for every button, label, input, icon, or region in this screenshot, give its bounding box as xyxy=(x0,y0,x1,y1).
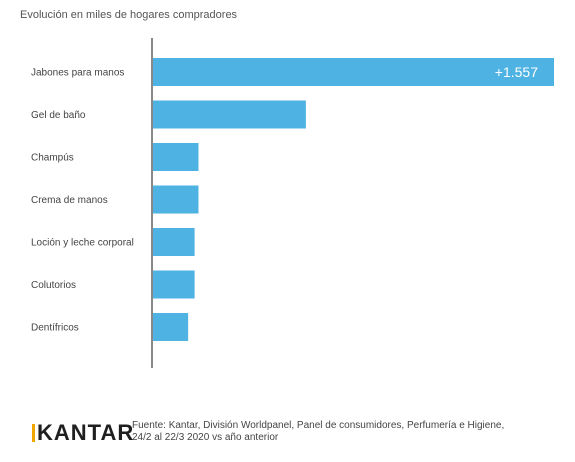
chart-title: Evolución en miles de hogares compradore… xyxy=(20,9,238,21)
category-label: Gel de baño xyxy=(31,110,86,121)
bar xyxy=(152,100,306,129)
bar xyxy=(152,313,189,341)
footer: KANTAR Fuente: Kantar, División Worldpan… xyxy=(20,415,560,455)
category-labels: Jabones para manos Gel de baño Champús Crem… xyxy=(31,68,134,334)
category-label: Crema de manos xyxy=(31,195,108,206)
bar xyxy=(152,143,199,171)
data-labels: +1.557 xyxy=(495,64,538,80)
category-label: Loción y leche corporal xyxy=(31,238,134,249)
bar xyxy=(152,58,554,86)
kantar-logo: KANTAR xyxy=(32,420,134,446)
category-label: Jabones para manos xyxy=(31,68,124,79)
data-label: +1.557 xyxy=(495,64,538,80)
bars xyxy=(152,58,554,341)
bar xyxy=(152,228,195,256)
category-label: Champús xyxy=(31,153,74,164)
logo-accent-bar xyxy=(32,424,35,442)
bar xyxy=(152,270,195,299)
bar xyxy=(152,185,199,214)
bar-chart: Jabones para manos Gel de baño Champús Crem… xyxy=(31,38,554,368)
source-line-2: 24/2 al 22/3 2020 vs año anterior xyxy=(132,432,279,443)
category-label: Dentífricos xyxy=(31,323,79,334)
category-label: Colutorios xyxy=(31,280,76,291)
source-line-1: Fuente: Kantar, División Worldpanel, Pan… xyxy=(132,420,505,431)
source-note: Fuente: Kantar, División Worldpanel, Pan… xyxy=(132,420,552,444)
logo-text: KANTAR xyxy=(37,420,135,445)
